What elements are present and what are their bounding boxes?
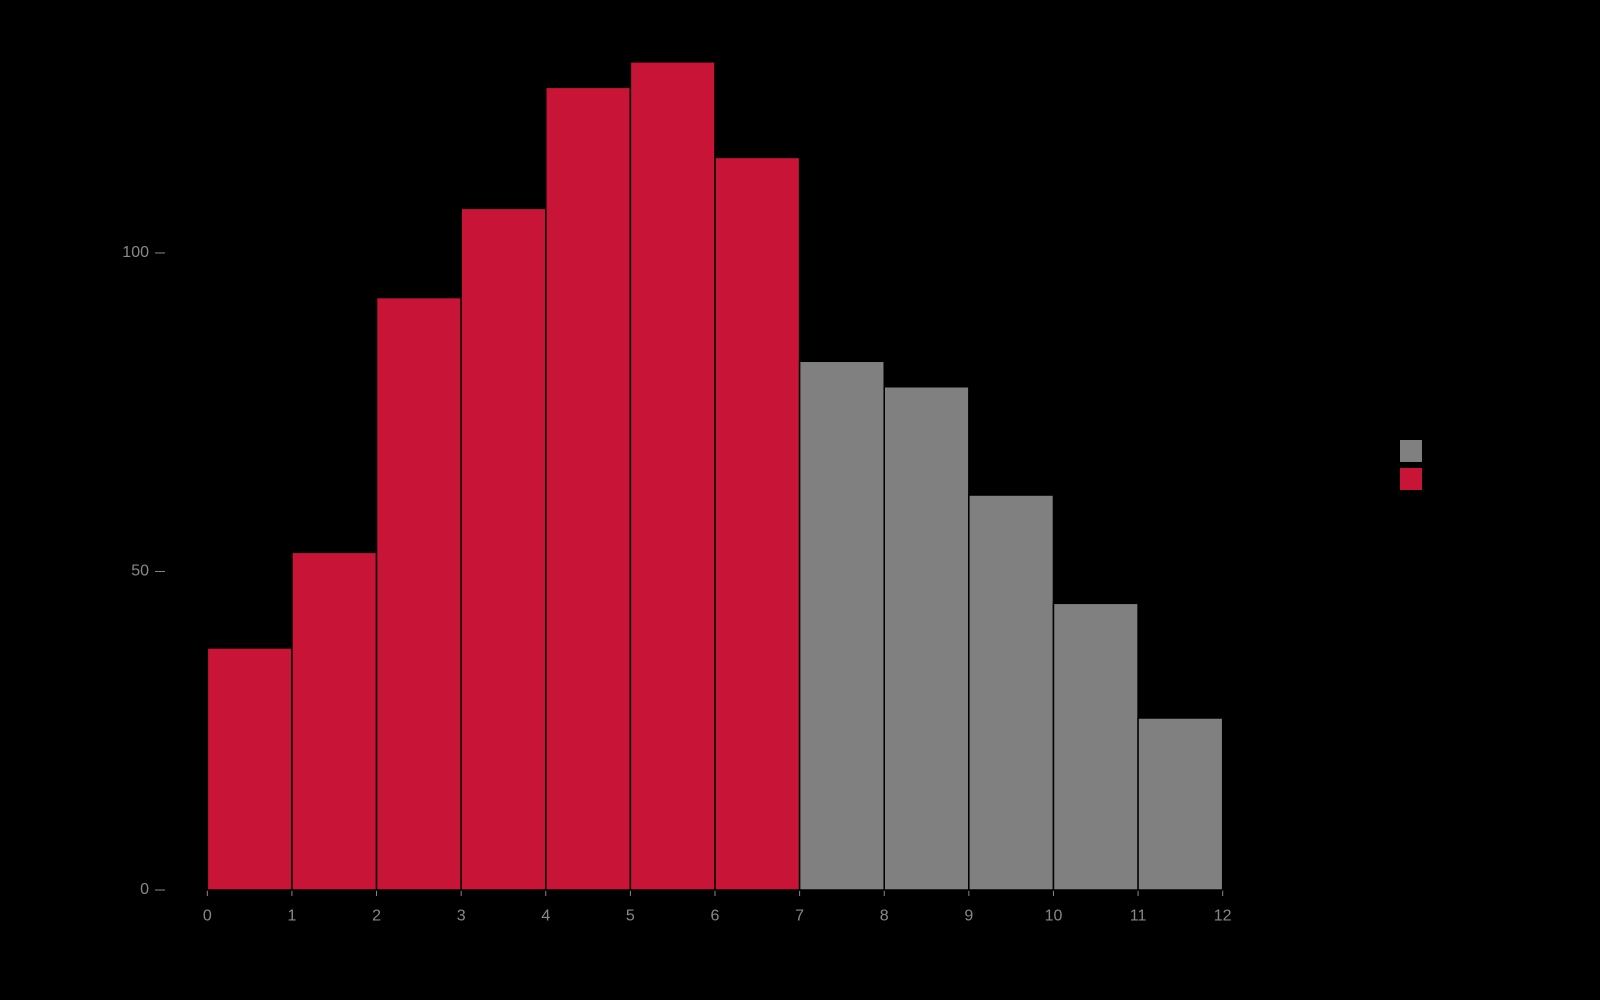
x-tick-label: 12: [1214, 907, 1232, 924]
chart-svg: 0501000123456789101112: [0, 0, 1600, 1000]
x-tick-label: 6: [711, 907, 720, 924]
bar-1: [292, 552, 377, 890]
y-tick-label: 100: [122, 244, 149, 261]
y-tick-label: 0: [140, 881, 149, 898]
x-tick-label: 9: [964, 907, 973, 924]
bar-0: [207, 648, 292, 890]
page-root: { "chart": { "type": "bar", "background_…: [0, 0, 1600, 1000]
y-tick-label: 50: [131, 563, 149, 580]
x-tick-label: 8: [880, 907, 889, 924]
x-tick-label: 0: [203, 907, 212, 924]
bar-6: [715, 157, 800, 890]
bar-11: [1138, 718, 1223, 890]
bar-4: [546, 87, 631, 890]
bar-8: [884, 387, 969, 890]
x-tick-label: 11: [1130, 907, 1147, 924]
bar-2: [377, 298, 462, 890]
x-tick-label: 1: [287, 907, 296, 924]
x-tick-label: 3: [457, 907, 466, 924]
bar-3: [461, 208, 546, 890]
bar-5: [630, 62, 715, 890]
legend-swatch: [1400, 468, 1422, 490]
bar-7: [800, 361, 885, 890]
x-tick-label: 4: [541, 907, 550, 924]
x-tick-label: 5: [626, 907, 635, 924]
x-tick-label: 7: [795, 907, 804, 924]
bar-9: [969, 495, 1054, 890]
x-tick-label: 2: [372, 907, 381, 924]
x-tick-label: 10: [1045, 907, 1063, 924]
bar-10: [1053, 603, 1138, 890]
bar-chart: 0501000123456789101112: [0, 0, 1600, 1000]
legend-swatch: [1400, 440, 1422, 462]
